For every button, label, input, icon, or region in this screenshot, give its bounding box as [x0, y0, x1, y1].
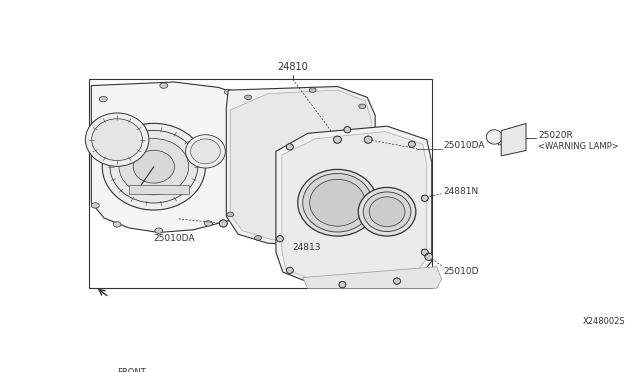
Ellipse shape: [204, 221, 212, 226]
Ellipse shape: [102, 124, 205, 210]
Ellipse shape: [304, 239, 311, 244]
Polygon shape: [227, 87, 375, 245]
Circle shape: [344, 126, 351, 133]
Ellipse shape: [186, 135, 225, 168]
Polygon shape: [230, 90, 371, 241]
Polygon shape: [282, 132, 427, 283]
Text: 24881N: 24881N: [444, 186, 479, 196]
Circle shape: [286, 267, 293, 273]
Polygon shape: [498, 136, 508, 145]
Circle shape: [276, 235, 284, 242]
Ellipse shape: [224, 89, 232, 94]
Ellipse shape: [298, 169, 377, 236]
Ellipse shape: [92, 203, 99, 208]
Text: 25010D: 25010D: [444, 267, 479, 276]
Ellipse shape: [369, 197, 405, 227]
Circle shape: [364, 136, 372, 143]
Ellipse shape: [354, 228, 361, 232]
Ellipse shape: [110, 130, 198, 203]
Ellipse shape: [244, 95, 252, 100]
Text: <WARNING LAMP>: <WARNING LAMP>: [538, 142, 619, 151]
Ellipse shape: [99, 96, 107, 102]
Circle shape: [220, 220, 227, 227]
Circle shape: [425, 253, 433, 260]
Text: FRONT: FRONT: [117, 368, 145, 372]
Circle shape: [286, 144, 293, 150]
Polygon shape: [129, 185, 189, 194]
Ellipse shape: [160, 83, 168, 88]
Ellipse shape: [367, 160, 374, 164]
Ellipse shape: [242, 200, 250, 205]
Ellipse shape: [364, 192, 411, 231]
Circle shape: [394, 278, 401, 284]
Circle shape: [333, 136, 341, 143]
Ellipse shape: [309, 88, 316, 92]
Ellipse shape: [227, 212, 234, 217]
Polygon shape: [501, 124, 526, 156]
Text: 25020R: 25020R: [538, 131, 573, 140]
Ellipse shape: [303, 173, 372, 232]
Circle shape: [306, 152, 314, 160]
Ellipse shape: [113, 222, 121, 227]
Text: 24810: 24810: [277, 62, 308, 72]
Circle shape: [486, 130, 502, 144]
Ellipse shape: [191, 139, 220, 164]
Ellipse shape: [255, 235, 262, 240]
Ellipse shape: [92, 119, 143, 161]
Polygon shape: [92, 82, 256, 232]
Polygon shape: [276, 126, 432, 286]
Text: X248002S: X248002S: [582, 317, 625, 326]
Ellipse shape: [359, 104, 365, 109]
Circle shape: [421, 249, 428, 256]
Circle shape: [339, 282, 346, 288]
Ellipse shape: [249, 164, 257, 169]
Text: 25010DA: 25010DA: [444, 141, 485, 150]
Text: 25010DA: 25010DA: [153, 234, 195, 243]
Circle shape: [292, 154, 300, 161]
Text: 24813: 24813: [292, 243, 321, 252]
Circle shape: [421, 195, 428, 201]
Ellipse shape: [244, 110, 252, 115]
Polygon shape: [303, 267, 442, 288]
Circle shape: [408, 141, 415, 147]
Ellipse shape: [119, 139, 189, 195]
Ellipse shape: [133, 150, 175, 183]
Ellipse shape: [310, 179, 365, 226]
Ellipse shape: [358, 187, 416, 236]
Ellipse shape: [85, 113, 149, 166]
Ellipse shape: [155, 228, 163, 233]
